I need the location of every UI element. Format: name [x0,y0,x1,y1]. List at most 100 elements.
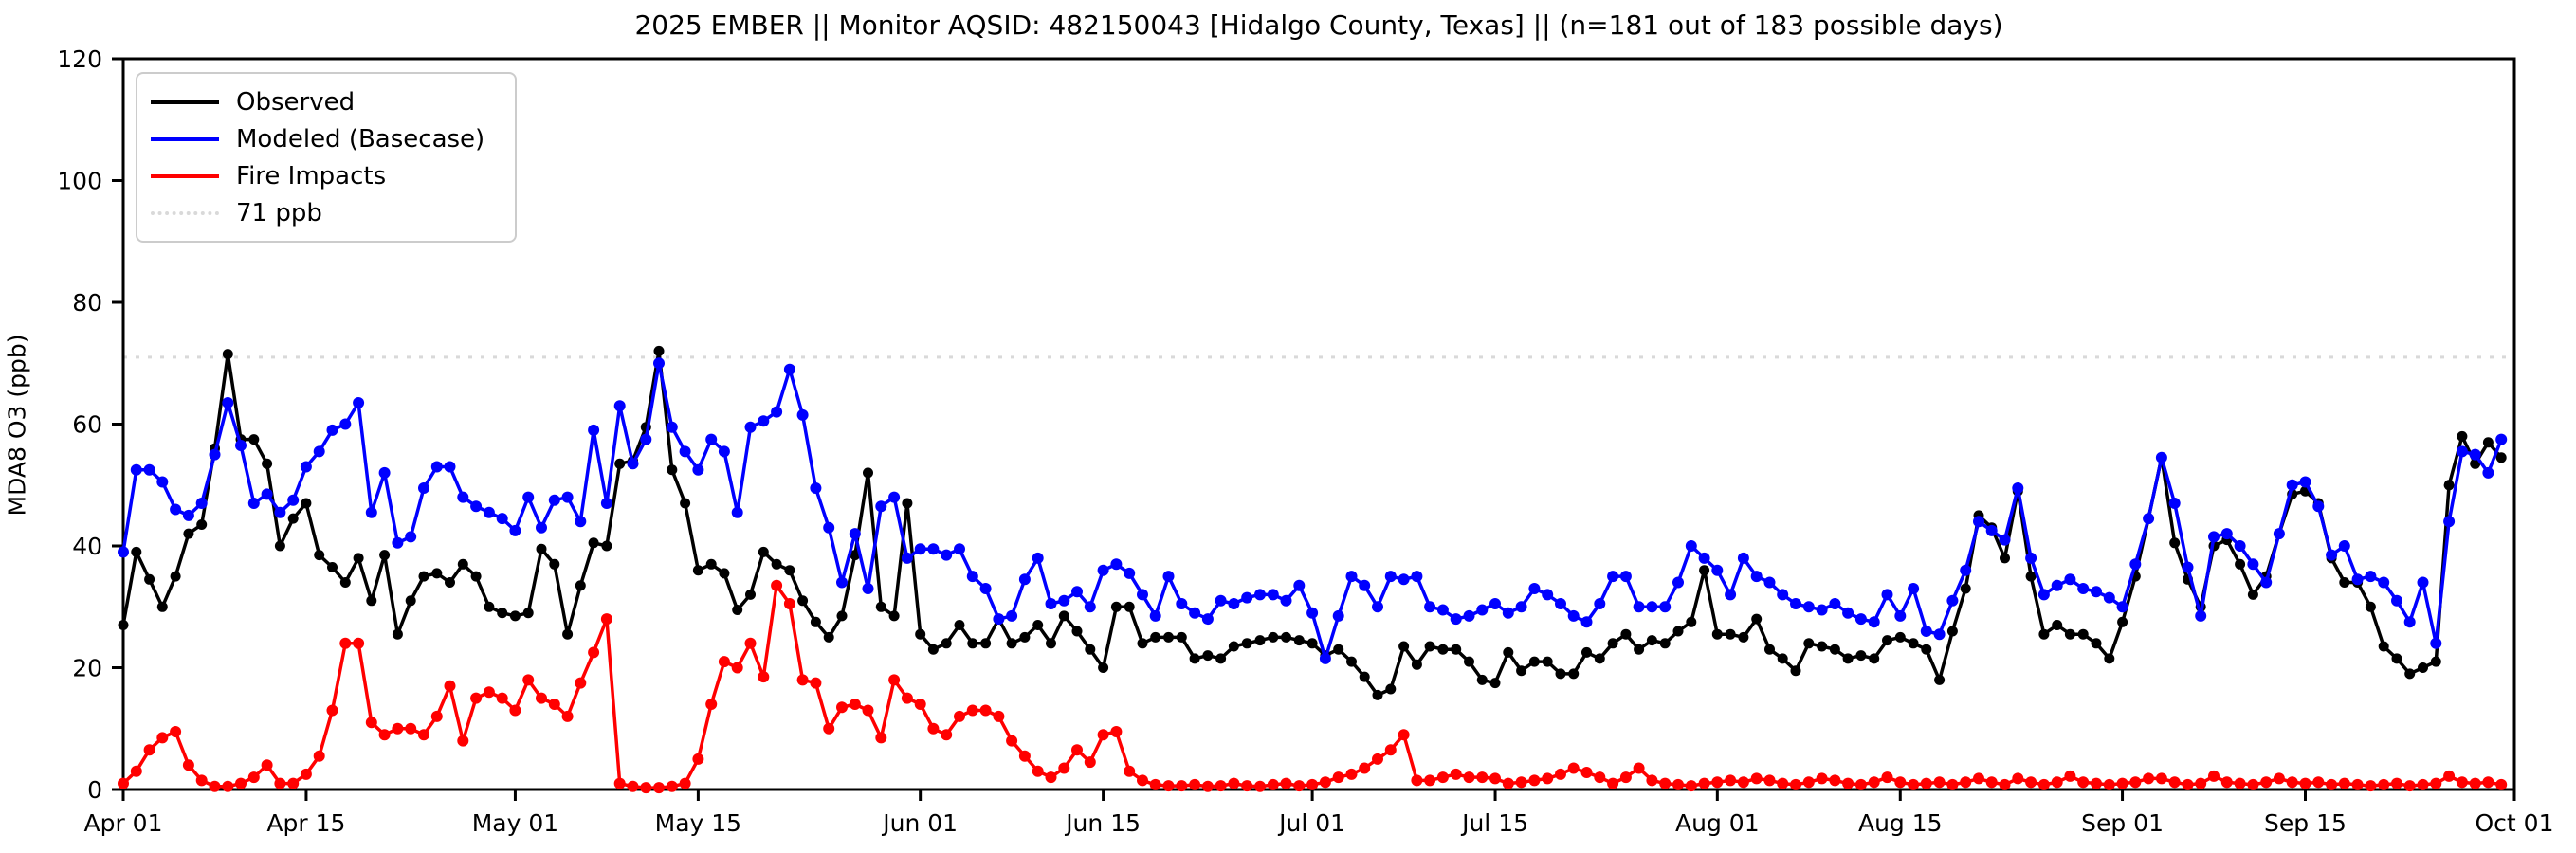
data-point [2168,776,2181,789]
data-point [378,466,391,479]
data-point [902,498,913,509]
data-point [1985,776,1998,789]
data-point [1908,778,1920,790]
data-point [2430,637,2442,649]
data-point [2117,616,2128,627]
data-point [1881,771,1893,784]
data-point [1515,601,1527,613]
data-point [431,568,443,579]
data-point [144,573,155,585]
data-point [496,692,508,704]
data-point [1581,646,1592,658]
data-point [796,674,809,686]
data-point [927,543,940,555]
data-point [561,491,574,503]
data-point [744,637,757,649]
data-point [588,646,600,659]
data-point [2077,628,2089,640]
data-point [810,482,822,494]
data-point [1854,613,1867,626]
data-point [1764,644,1775,655]
data-point [1802,601,1815,613]
data-point [2143,772,2155,785]
data-point [1869,653,1880,664]
data-point [1293,579,1306,591]
data-point [339,418,352,430]
data-point [1018,750,1031,762]
data-point [365,717,377,729]
data-point [1018,573,1031,586]
data-point [182,509,194,521]
data-point [1790,778,1801,790]
data-point [1502,607,1514,619]
data-point [2443,770,2456,782]
data-point [836,701,848,714]
data-point [1881,589,1893,601]
data-point [118,777,129,789]
data-point [405,722,417,735]
data-point [1097,729,1109,741]
data-point [1829,644,1840,655]
data-point [1908,638,1919,649]
legend: Observed Modeled (Basecase) Fire Impacts… [136,72,517,243]
data-point [1046,638,1056,649]
data-point [1162,571,1175,583]
data-point [1933,628,1946,641]
x-tick-label: Apr 01 [83,809,162,837]
data-point [1829,774,1841,787]
data-point [548,699,560,710]
data-point [1960,776,1972,789]
y-tick-label: 20 [72,655,102,682]
data-point [1659,601,1672,613]
data-point [1580,767,1593,778]
data-point [1777,653,1788,664]
data-point [1293,780,1306,792]
data-point [1685,780,1697,792]
data-point [2168,498,2181,509]
data-point [1254,780,1266,792]
x-tick-label: Jul 15 [1460,809,1528,837]
data-point [914,543,926,555]
data-point [118,620,129,630]
data-point [2403,616,2416,628]
data-point [1489,678,1501,689]
data-point [2365,601,2376,612]
data-point [2091,777,2102,789]
data-point [1398,573,1410,586]
legend-item-fire: Fire Impacts [151,157,502,194]
data-point [993,613,1005,626]
data-point [1750,571,1763,583]
data-point [1737,776,1749,789]
data-point [562,628,574,640]
data-point [2025,552,2037,564]
data-point [2326,549,2338,561]
data-point [549,558,560,570]
data-point [536,521,547,534]
data-point [365,506,377,518]
data-point [1659,638,1671,649]
data-point [1516,665,1527,677]
data-point [731,506,743,518]
data-point [1084,601,1096,613]
data-point [170,571,181,582]
data-point [522,674,535,686]
data-point [1359,579,1371,591]
data-point [979,583,992,594]
data-point [1985,524,1998,536]
data-point [2247,589,2258,600]
data-point [2469,448,2481,461]
data-point [2064,573,2076,586]
data-point [2143,513,2155,525]
data-point [2091,586,2102,598]
data-point [209,780,221,792]
data-point [1515,776,1527,789]
data-point [353,397,365,408]
data-point [430,710,443,722]
data-point [2195,609,2207,622]
data-point [1555,768,1566,780]
data-point [758,546,769,557]
data-point [2299,476,2311,488]
data-point [1359,671,1370,682]
data-point [1201,613,1214,626]
data-point [1385,683,1397,695]
